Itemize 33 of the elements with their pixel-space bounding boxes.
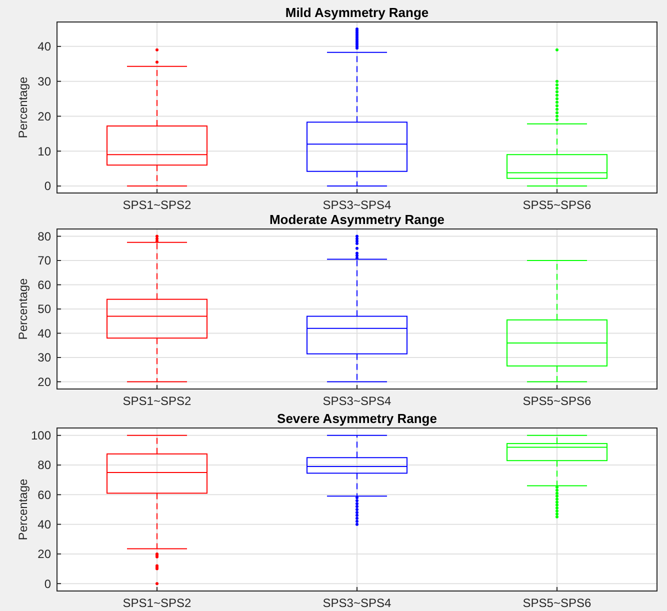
- x-tick-label: SPS5~SPS6: [522, 394, 592, 408]
- x-tick-label: SPS1~SPS2: [122, 596, 192, 610]
- y-axis-title: Percentage: [16, 76, 30, 138]
- x-tick-label: SPS3~SPS4: [322, 596, 392, 610]
- y-tick-label: 80: [38, 458, 52, 472]
- y-tick-label: 60: [38, 488, 52, 502]
- y-tick-label: 30: [38, 350, 52, 365]
- y-tick-label: 0: [44, 576, 52, 591]
- y-tick-label: 40: [38, 40, 52, 54]
- y-axis-title: Percentage: [16, 478, 30, 540]
- y-tick-label: 80: [38, 229, 52, 244]
- chart-title: Moderate Asymmetry Range: [269, 212, 445, 227]
- y-tick-label: 0: [44, 179, 52, 194]
- y-axis-title: Percentage: [16, 278, 30, 340]
- x-tick-label: SPS5~SPS6: [522, 198, 592, 212]
- x-tick-label: SPS1~SPS2: [122, 394, 192, 408]
- y-tick-label: 20: [38, 374, 52, 389]
- y-tick-label: 30: [38, 74, 52, 89]
- y-tick-label: 70: [38, 254, 52, 268]
- x-tick-label: SPS3~SPS4: [322, 394, 392, 408]
- x-tick-label: SPS1~SPS2: [122, 198, 192, 212]
- y-tick-label: 50: [38, 302, 52, 316]
- chart-title: Mild Asymmetry Range: [285, 5, 429, 20]
- y-tick-label: 40: [38, 518, 52, 532]
- x-tick-label: SPS3~SPS4: [322, 198, 392, 212]
- chart-title: Severe Asymmetry Range: [277, 411, 437, 426]
- y-tick-label: 40: [38, 326, 52, 340]
- y-tick-label: 100: [30, 428, 52, 443]
- y-tick-label: 60: [38, 278, 52, 292]
- y-tick-label: 20: [38, 109, 52, 124]
- y-tick-label: 10: [38, 144, 52, 158]
- x-tick-label: SPS5~SPS6: [522, 596, 592, 610]
- y-tick-label: 20: [38, 547, 52, 562]
